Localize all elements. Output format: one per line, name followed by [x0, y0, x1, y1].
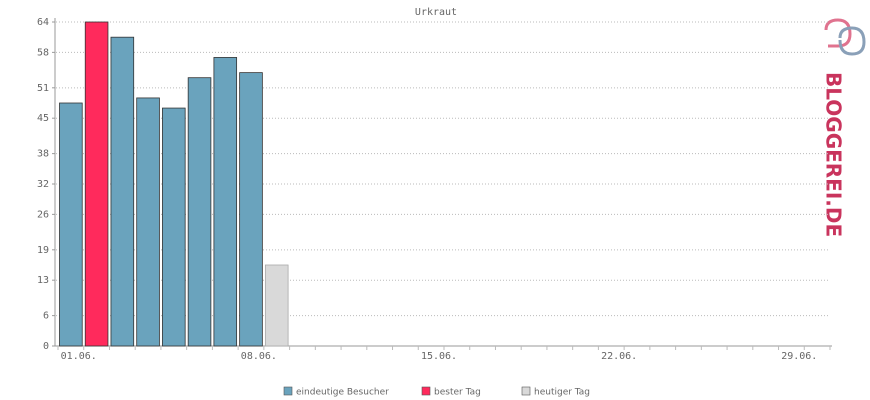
y-tick-label: 45 [37, 113, 49, 124]
y-tick-label: 19 [37, 245, 49, 256]
logo: BLOGGEREI.DE [822, 72, 846, 237]
x-tick-label: 15.06. [421, 351, 457, 362]
legend-label: eindeutige Besucher [296, 388, 389, 398]
legend-label: bester Tag [434, 388, 481, 398]
legend-swatch [283, 386, 293, 396]
y-tick-label: 58 [37, 47, 49, 58]
x-tick-label: 29.06. [781, 351, 817, 362]
bar [213, 57, 238, 347]
bar [187, 77, 212, 347]
y-tick-label: 0 [43, 341, 49, 352]
y-tick-label: 38 [37, 149, 49, 160]
x-tick-label: 22.06. [601, 351, 637, 362]
y-tick-label: 32 [37, 179, 49, 190]
y-tick-label: 51 [37, 83, 49, 94]
logo-icon [838, 26, 866, 56]
y-tick-label: 64 [37, 17, 49, 28]
chart-title: Urkraut [415, 7, 457, 18]
logo-icon [824, 18, 852, 48]
bar [162, 107, 186, 347]
y-tick-label: 13 [37, 275, 49, 286]
bar [136, 97, 160, 347]
legend-swatch [421, 386, 431, 396]
bar [239, 72, 263, 347]
y-tick-label: 26 [37, 209, 49, 220]
bar [84, 21, 109, 347]
legend-label: heutiger Tag [534, 388, 590, 398]
y-tick-label: 6 [43, 311, 49, 322]
bar [110, 36, 135, 347]
x-tick-label: 08.06. [241, 351, 277, 362]
bar [59, 102, 83, 347]
bar [264, 264, 289, 347]
x-tick-label: 01.06. [61, 351, 97, 362]
legend-swatch [521, 386, 531, 396]
